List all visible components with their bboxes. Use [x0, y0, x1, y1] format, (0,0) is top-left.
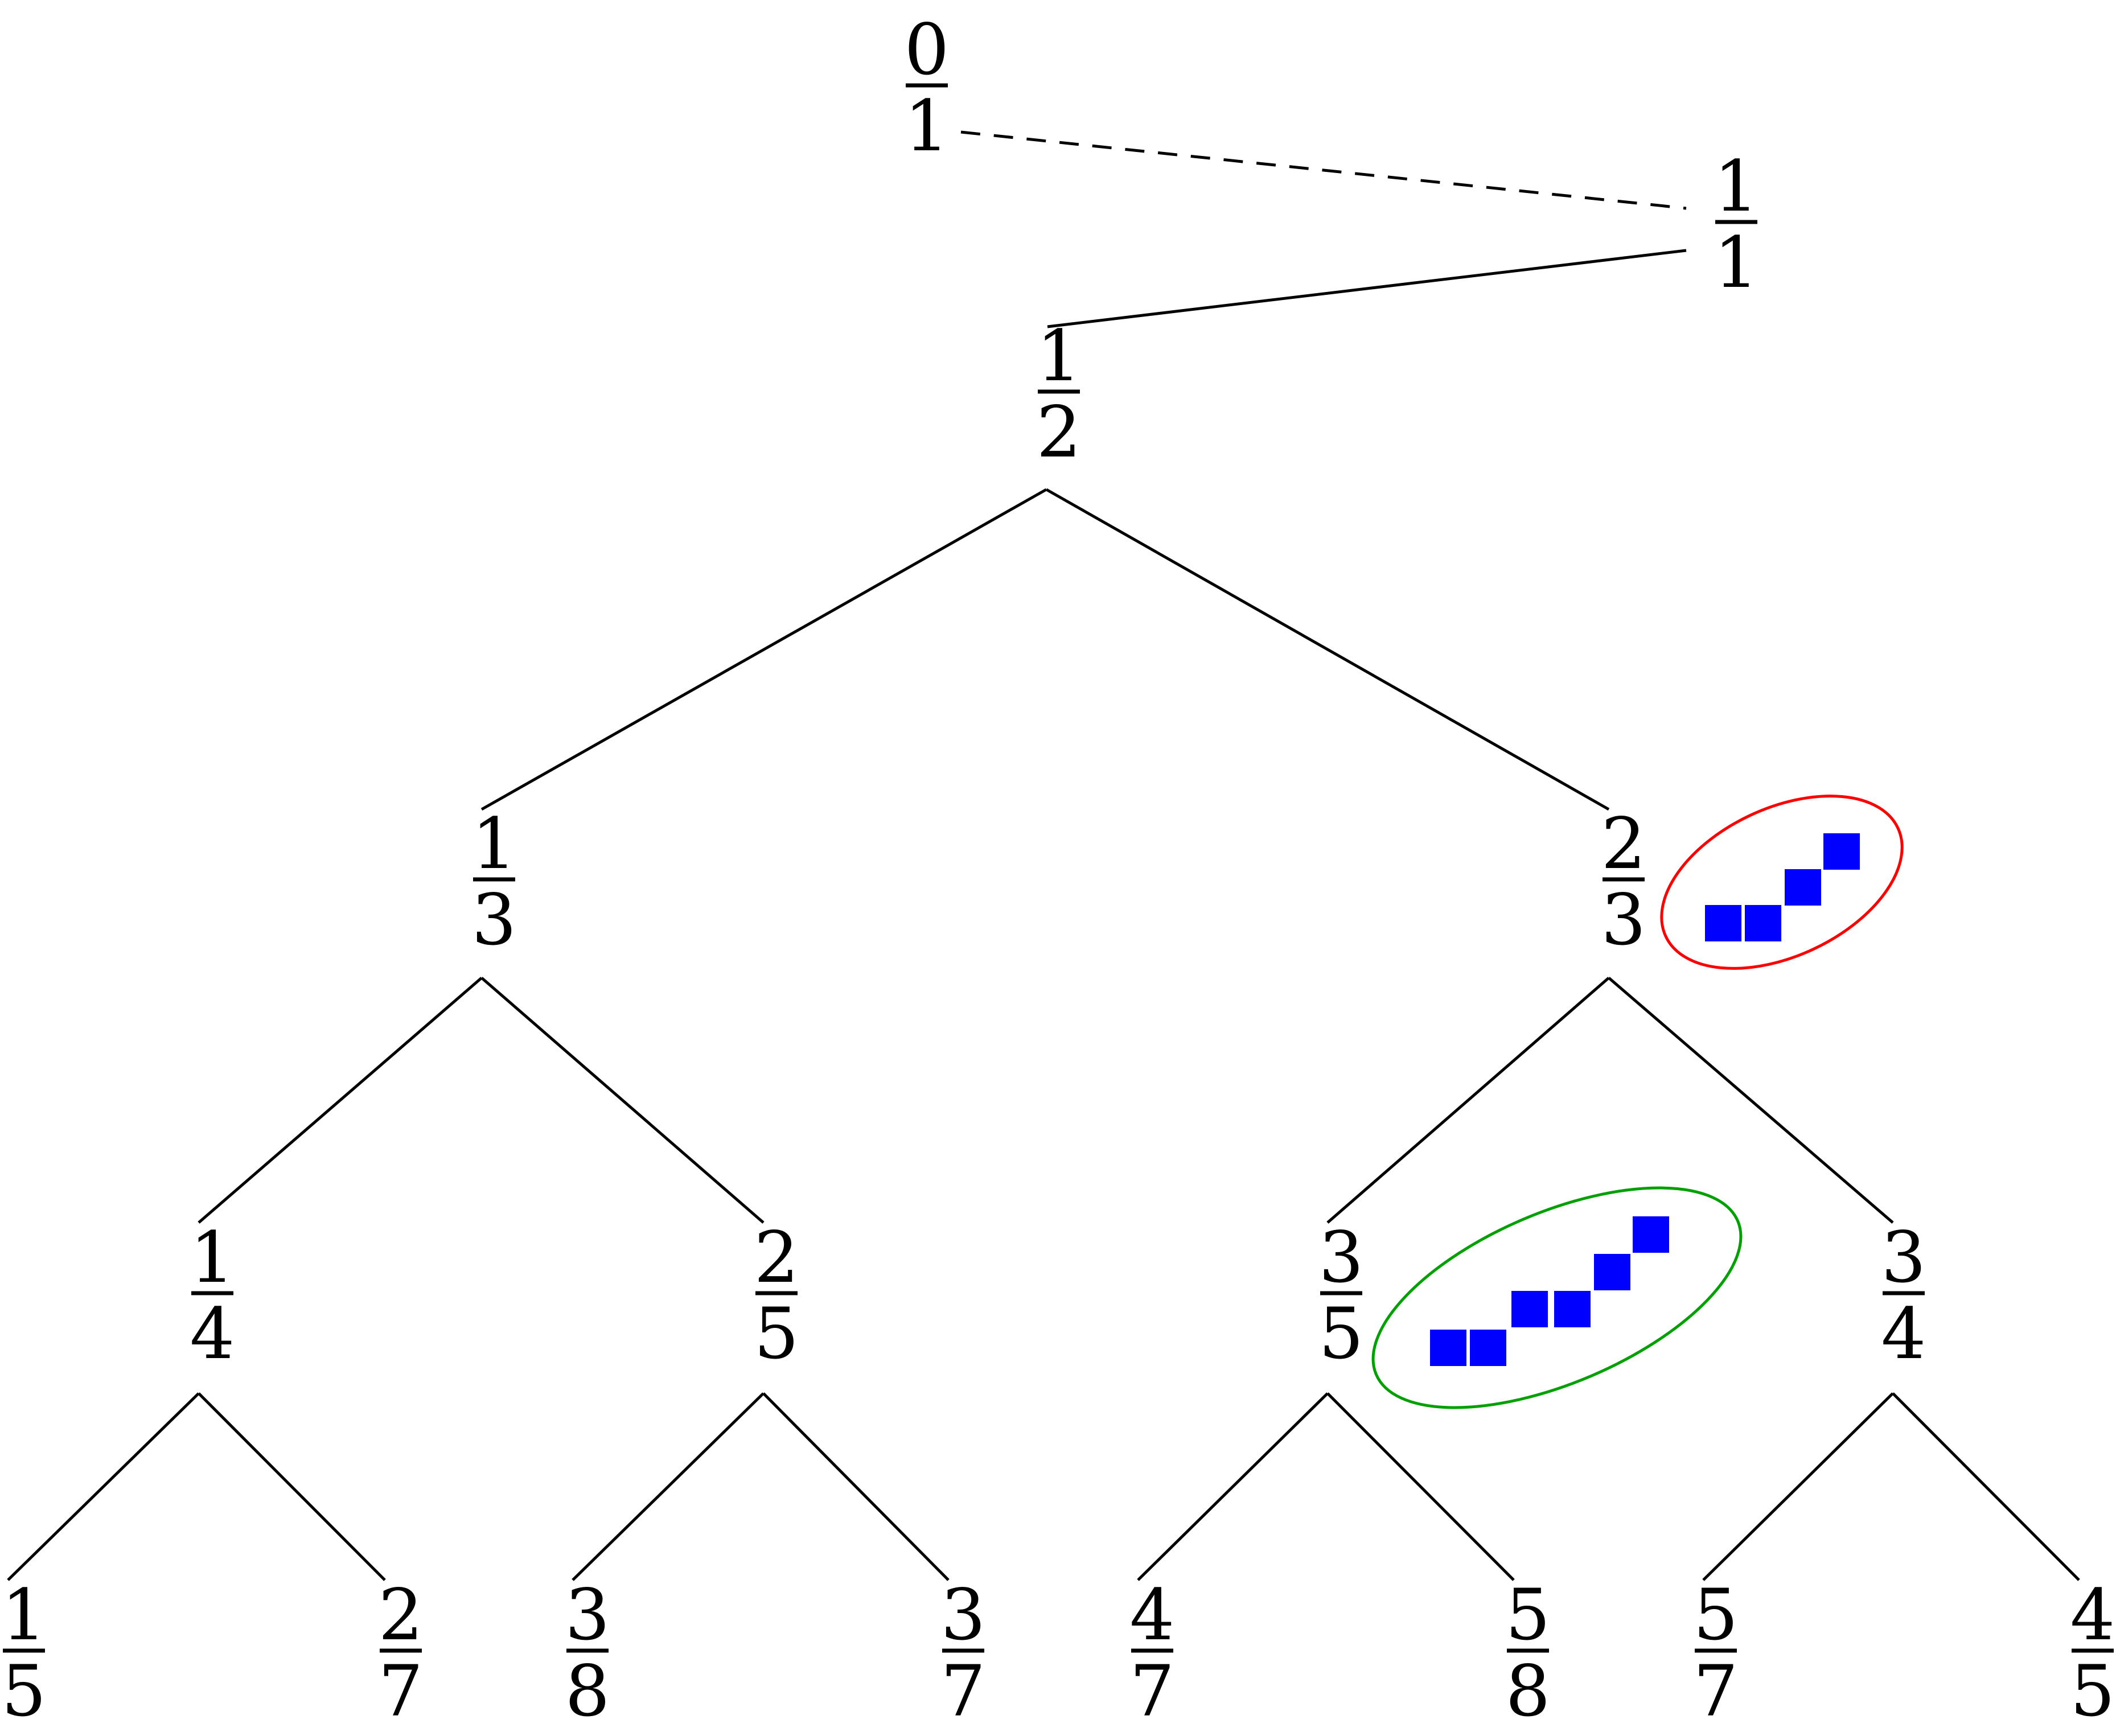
fraction-node: 15	[2, 1574, 47, 1733]
tree-edge	[198, 1392, 386, 1581]
fraction-numerator: 1	[1037, 315, 1082, 397]
fraction-denominator: 4	[190, 1293, 235, 1375]
fraction-node: 13	[472, 803, 517, 961]
tree-edge	[1326, 977, 1610, 1224]
blue-square	[1594, 1254, 1630, 1290]
fraction-numerator: 4	[2070, 1574, 2115, 1656]
fraction-numerator: 1	[472, 803, 517, 885]
blue-square	[1633, 1216, 1669, 1253]
fraction-numerator: 3	[1881, 1217, 1926, 1299]
blue-square	[1470, 1330, 1506, 1366]
tree-edge	[762, 1392, 950, 1581]
fraction-numerator: 1	[2, 1574, 47, 1656]
fraction-node: 23	[1601, 803, 1646, 961]
blue-square	[1511, 1291, 1548, 1327]
tree-edge	[960, 130, 1687, 210]
fraction-numerator: 2	[379, 1574, 424, 1656]
tree-edge	[1047, 249, 1687, 328]
fraction-numerator: 3	[1319, 1217, 1364, 1299]
fraction-numerator: 0	[905, 9, 950, 91]
fraction-denominator: 3	[1601, 879, 1646, 961]
fraction-denominator: 7	[941, 1651, 986, 1733]
fraction-denominator: 5	[1319, 1293, 1364, 1375]
fraction-denominator: 5	[2, 1651, 47, 1733]
blue-square	[1745, 905, 1781, 941]
fraction-numerator: 1	[1714, 146, 1759, 228]
tree-edge	[1702, 1392, 1894, 1581]
fraction-node: 11	[1714, 146, 1759, 304]
fraction-denominator: 5	[2070, 1651, 2115, 1733]
highlight-ellipse	[1371, 1186, 1743, 1409]
tree-edge	[1326, 1392, 1515, 1581]
fraction-denominator: 1	[1714, 222, 1759, 304]
fraction-denominator: 8	[1506, 1651, 1551, 1733]
fraction-numerator: 5	[1694, 1574, 1739, 1656]
fraction-node: 57	[1694, 1574, 1739, 1733]
highlight-groups	[1371, 795, 1904, 1409]
fraction-numerator: 2	[754, 1217, 799, 1299]
fraction-numerator: 5	[1506, 1574, 1551, 1656]
highlight-group	[1371, 1186, 1743, 1409]
tree-edge	[7, 1392, 200, 1581]
blue-square	[1705, 905, 1741, 941]
fraction-node: 34	[1881, 1217, 1926, 1375]
fraction-numerator: 1	[190, 1217, 235, 1299]
fraction-node: 37	[941, 1574, 986, 1733]
tree-edge	[1045, 488, 1610, 811]
fraction-numerator: 3	[941, 1574, 986, 1656]
fraction-denominator: 1	[905, 85, 950, 167]
highlight-group	[1660, 795, 1904, 970]
blue-square	[1823, 833, 1860, 870]
tree-edge	[480, 977, 765, 1224]
fraction-denominator: 5	[754, 1293, 799, 1375]
fraction-node: 38	[565, 1574, 610, 1733]
tree-edge	[1608, 977, 1894, 1224]
blue-square	[1554, 1291, 1591, 1327]
fraction-node: 14	[190, 1217, 235, 1375]
fraction-node: 12	[1037, 315, 1082, 474]
fraction-denominator: 2	[1037, 392, 1082, 474]
tree-edges	[7, 130, 2080, 1581]
fraction-numerator: 2	[1601, 803, 1646, 885]
tree-edge	[480, 488, 1047, 811]
fraction-node: 35	[1319, 1217, 1364, 1375]
tree-edge	[572, 1392, 765, 1581]
fraction-node: 45	[2070, 1574, 2115, 1733]
blue-square	[1430, 1330, 1466, 1366]
fraction-node: 58	[1506, 1574, 1551, 1733]
tree-edge	[198, 977, 483, 1224]
tree-edge	[1892, 1392, 2080, 1581]
fraction-denominator: 7	[379, 1651, 424, 1733]
fraction-denominator: 3	[472, 879, 517, 961]
fraction-numerator: 4	[1130, 1574, 1175, 1656]
fraction-node: 01	[905, 9, 950, 167]
fraction-node: 47	[1130, 1574, 1175, 1733]
fraction-node: 25	[754, 1217, 799, 1375]
fraction-denominator: 4	[1881, 1293, 1926, 1375]
tree-edge	[1137, 1392, 1329, 1581]
fraction-denominator: 7	[1694, 1651, 1739, 1733]
fraction-denominator: 7	[1130, 1651, 1175, 1733]
fraction-node: 27	[379, 1574, 424, 1733]
blue-square	[1785, 869, 1821, 906]
fraction-numerator: 3	[565, 1574, 610, 1656]
fraction-denominator: 8	[565, 1651, 610, 1733]
highlight-ellipse	[1660, 795, 1904, 970]
